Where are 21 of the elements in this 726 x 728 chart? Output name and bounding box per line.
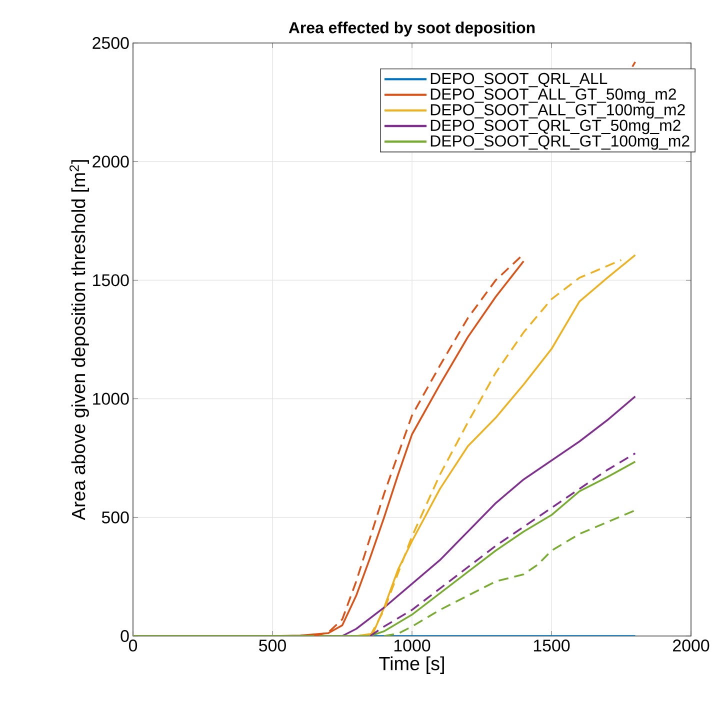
y-tick-label: 0 [120, 630, 129, 642]
y-tick-label: 2500 [92, 36, 129, 49]
x-axis-title: Time [s] [379, 656, 444, 674]
x-tick-label: 500 [259, 640, 286, 652]
line-series [369, 452, 636, 636]
y-tick-label: 2000 [92, 156, 129, 168]
legend-label: DEPO_SOOT_QRL_GT_50mg_m2 [430, 120, 680, 134]
y-tick-label: 1000 [93, 392, 129, 405]
x-tick-label: 0 [128, 640, 138, 652]
legend-label: DEPO_SOOT_QRL_GT_100mg_m2 [430, 135, 690, 150]
x-tick-label: 1500 [534, 640, 570, 652]
y-tick-label: 500 [102, 511, 129, 524]
legend-label: DEPO_SOOT_ALL_GT_100mg_m2 [430, 104, 685, 119]
x-tick-label: 2000 [673, 640, 710, 652]
y-axis-title: Area above given deposition threshold [m$^{2}$] [70, 160, 89, 520]
line-series [383, 509, 636, 636]
y-tick-label: 1500 [93, 274, 129, 286]
legend-label: DEPO_SOOT_ALL_GT_50mg_m2 [430, 88, 676, 103]
chart-title: Area effected by soot deposition [288, 22, 535, 36]
legend-label: DEPO_SOOT_QRL_ALL [430, 72, 608, 88]
x-tick-label: 1000 [394, 640, 430, 652]
